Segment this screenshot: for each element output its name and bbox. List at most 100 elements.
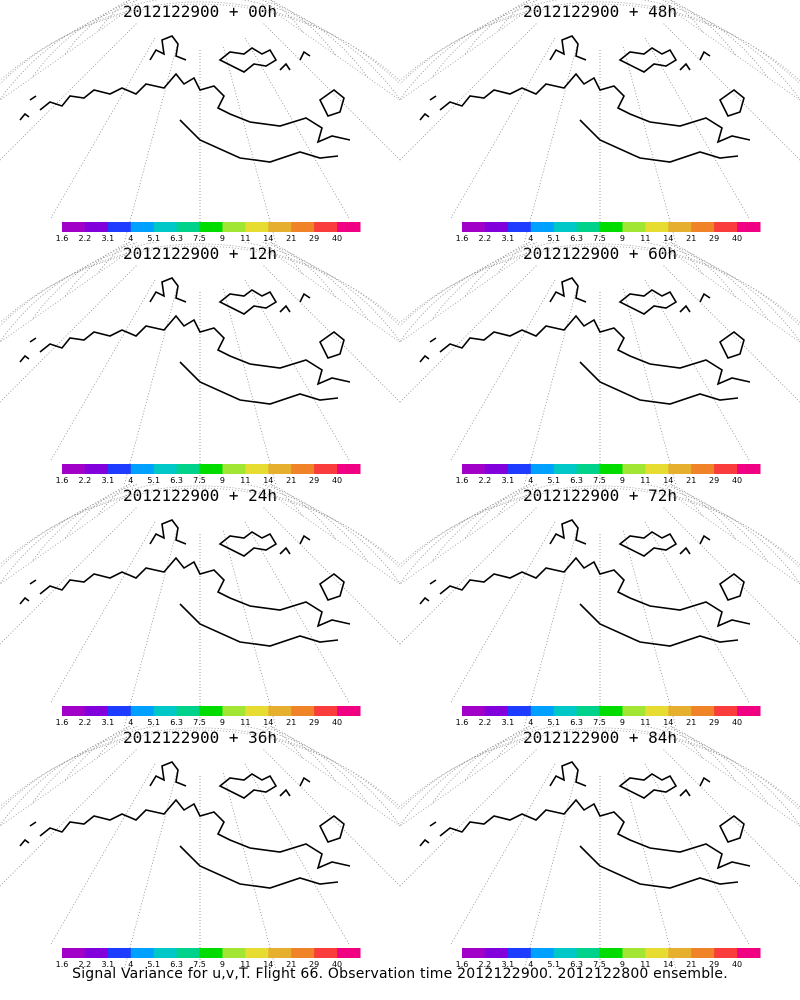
colorbar-swatch (337, 222, 361, 232)
colorbar-swatch (553, 706, 578, 716)
colorbar-swatch (484, 464, 509, 474)
colorbar-label: 29 (309, 476, 319, 484)
colorbar-label: 6.3 (570, 960, 583, 968)
colorbar-swatch (314, 222, 338, 232)
colorbar-label: 14 (263, 960, 273, 968)
colorbar-label: 14 (263, 234, 273, 242)
colorbar-label: 5.1 (547, 234, 560, 242)
colorbar-swatch (84, 464, 109, 474)
colorbar-swatch (291, 948, 315, 958)
colorbar-label: 4 (128, 960, 133, 968)
colorbar-label: 2.2 (479, 960, 492, 968)
colorbar-swatch (314, 948, 338, 958)
map-panel: 2012122900 + 00h 1.6 2.2 3.1 4 5.1 6.3 7.5 9 11 14… (0, 0, 400, 242)
colorbar: 1.6 2.2 3.1 4 5.1 6.3 7.5 9 11 14 21 29 40 (456, 222, 761, 242)
colorbar-swatch (268, 948, 292, 958)
colorbar-swatch (176, 948, 201, 958)
colorbar-label: 3.1 (101, 960, 114, 968)
colorbar: 1.6 2.2 3.1 4 5.1 6.3 7.5 9 11 14 21 29 40 (456, 706, 761, 726)
colorbar-label: 7.5 (593, 234, 606, 242)
colorbar-label: 11 (640, 234, 650, 242)
colorbar-label: 4 (528, 234, 533, 242)
colorbar-label: 4 (128, 476, 133, 484)
colorbar-label: 11 (640, 718, 650, 726)
colorbar-swatch (130, 706, 155, 716)
colorbar-label: 1.6 (56, 718, 69, 726)
colorbar-swatch (62, 464, 86, 474)
colorbar-swatch (153, 948, 178, 958)
colorbar-label: 6.3 (170, 476, 183, 484)
colorbar-label: 4 (128, 234, 133, 242)
colorbar-swatch (462, 222, 486, 232)
colorbar-swatch (484, 948, 509, 958)
colorbar-swatch (714, 222, 738, 232)
colorbar-label: 21 (686, 960, 696, 968)
colorbar: 1.6 2.2 3.1 4 5.1 6.3 7.5 9 11 14 21 29 40 (56, 464, 361, 484)
colorbar-swatch (176, 464, 201, 474)
colorbar-label: 40 (332, 476, 342, 484)
colorbar-swatch (599, 706, 623, 716)
colorbar-label: 2.2 (79, 476, 92, 484)
colorbar-label: 7.5 (193, 234, 206, 242)
colorbar-label: 14 (263, 718, 273, 726)
colorbar: 1.6 2.2 3.1 4 5.1 6.3 7.5 9 11 14 21 29 40 (456, 948, 761, 968)
colorbar-label: 40 (732, 234, 742, 242)
colorbar-swatch (530, 464, 555, 474)
colorbar-swatch (668, 948, 692, 958)
colorbar-swatch (599, 222, 623, 232)
colorbar-swatch (153, 706, 178, 716)
colorbar-swatch (199, 948, 223, 958)
colorbar-label: 9 (620, 234, 625, 242)
coastline (419, 519, 751, 647)
colorbar-label: 3.1 (501, 476, 514, 484)
colorbar-swatch (337, 948, 361, 958)
colorbar-swatch (622, 222, 646, 232)
colorbar-label: 29 (709, 234, 719, 242)
colorbar-label: 11 (240, 960, 250, 968)
colorbar: 1.6 2.2 3.1 4 5.1 6.3 7.5 9 11 14 21 29 40 (56, 948, 361, 968)
colorbar-swatch (622, 464, 646, 474)
colorbar-swatch (737, 948, 761, 958)
colorbar-swatch (222, 706, 246, 716)
colorbar-swatch (84, 222, 109, 232)
colorbar-label: 14 (663, 960, 673, 968)
colorbar-label: 4 (528, 960, 533, 968)
colorbar-label: 2.2 (479, 476, 492, 484)
colorbar-label: 2.2 (79, 718, 92, 726)
colorbar-label: 7.5 (593, 718, 606, 726)
colorbar-swatch (507, 464, 532, 474)
colorbar-swatch (553, 222, 578, 232)
colorbar-label: 4 (528, 476, 533, 484)
colorbar-label: 3.1 (101, 234, 114, 242)
colorbar-swatch (314, 464, 338, 474)
graticule (400, 0, 800, 242)
coastline (419, 761, 751, 889)
colorbar-swatch (714, 706, 738, 716)
colorbar-label: 5.1 (547, 476, 560, 484)
colorbar-swatch (199, 222, 223, 232)
colorbar-label: 1.6 (56, 234, 69, 242)
colorbar-swatch (622, 948, 646, 958)
colorbar-swatch (62, 222, 86, 232)
colorbar-label: 21 (686, 476, 696, 484)
colorbar-label: 7.5 (593, 960, 606, 968)
colorbar-label: 6.3 (570, 476, 583, 484)
polar-map (0, 0, 400, 242)
colorbar-swatch (462, 706, 486, 716)
colorbar-label: 5.1 (547, 718, 560, 726)
colorbar-swatch (130, 948, 155, 958)
colorbar-swatch (645, 464, 669, 474)
colorbar-swatch (691, 706, 715, 716)
colorbar-label: 11 (240, 234, 250, 242)
colorbar-swatch (153, 222, 178, 232)
colorbar-swatch (199, 706, 223, 716)
map-panel: 2012122900 + 24h 1.6 2.2 3.1 4 5.1 6.3 7.5 9 11 14… (0, 484, 400, 726)
colorbar-swatch (107, 222, 132, 232)
colorbar-swatch (622, 706, 646, 716)
colorbar-swatch (107, 706, 132, 716)
colorbar-label: 29 (709, 718, 719, 726)
colorbar-label: 9 (620, 718, 625, 726)
colorbar-swatch (176, 222, 201, 232)
colorbar-swatch (130, 464, 155, 474)
colorbar-swatch (530, 706, 555, 716)
